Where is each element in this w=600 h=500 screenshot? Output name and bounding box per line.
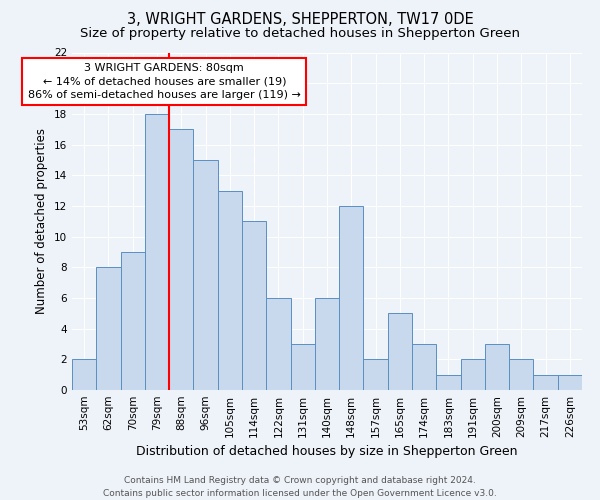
Bar <box>315 298 339 390</box>
Bar <box>558 374 582 390</box>
Bar <box>145 114 169 390</box>
Bar <box>193 160 218 390</box>
Bar <box>388 314 412 390</box>
Bar <box>121 252 145 390</box>
Bar <box>218 190 242 390</box>
Bar <box>412 344 436 390</box>
X-axis label: Distribution of detached houses by size in Shepperton Green: Distribution of detached houses by size … <box>136 446 518 458</box>
Bar <box>436 374 461 390</box>
Bar <box>533 374 558 390</box>
Y-axis label: Number of detached properties: Number of detached properties <box>35 128 49 314</box>
Bar <box>242 221 266 390</box>
Bar <box>509 360 533 390</box>
Bar <box>461 360 485 390</box>
Bar <box>96 268 121 390</box>
Text: Contains HM Land Registry data © Crown copyright and database right 2024.
Contai: Contains HM Land Registry data © Crown c… <box>103 476 497 498</box>
Bar <box>290 344 315 390</box>
Bar <box>485 344 509 390</box>
Text: 3 WRIGHT GARDENS: 80sqm
← 14% of detached houses are smaller (19)
86% of semi-de: 3 WRIGHT GARDENS: 80sqm ← 14% of detache… <box>28 63 301 100</box>
Bar <box>339 206 364 390</box>
Bar <box>72 360 96 390</box>
Text: 3, WRIGHT GARDENS, SHEPPERTON, TW17 0DE: 3, WRIGHT GARDENS, SHEPPERTON, TW17 0DE <box>127 12 473 28</box>
Bar <box>169 129 193 390</box>
Text: Size of property relative to detached houses in Shepperton Green: Size of property relative to detached ho… <box>80 28 520 40</box>
Bar <box>364 360 388 390</box>
Bar <box>266 298 290 390</box>
